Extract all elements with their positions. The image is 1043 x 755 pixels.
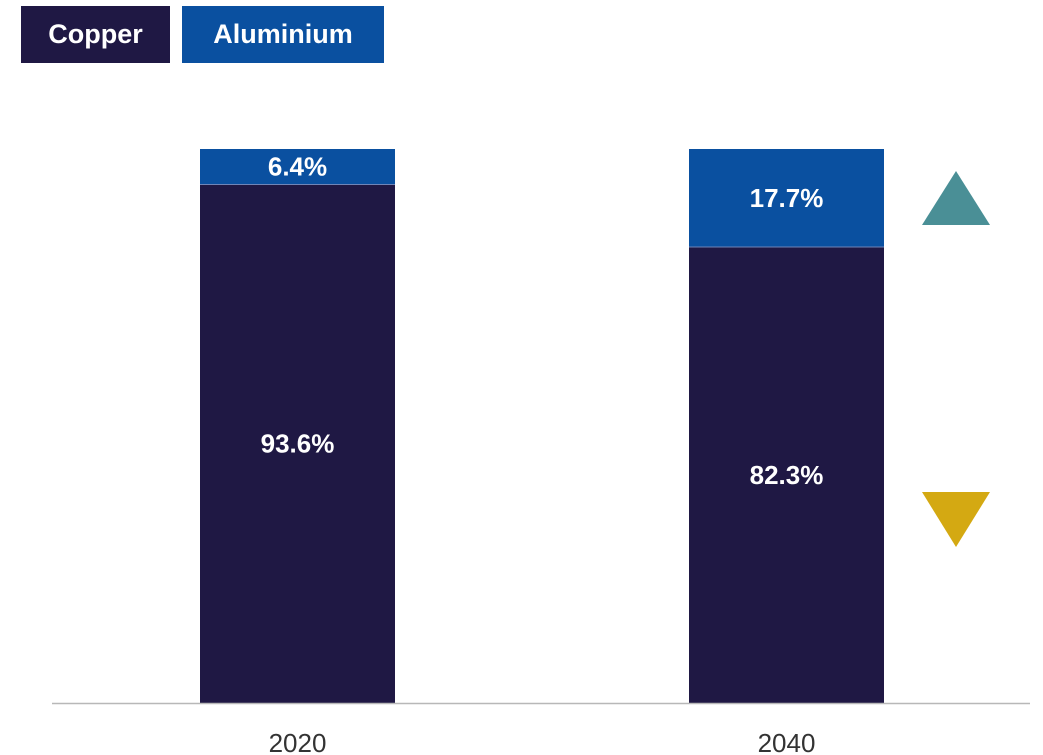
- data-label-copper-2040: 82.3%: [750, 460, 824, 490]
- data-label-copper-2020: 93.6%: [261, 429, 335, 459]
- data-label-aluminium-2020: 6.4%: [268, 152, 327, 182]
- up-triangle-icon: [922, 171, 990, 225]
- x-tick-label-2040: 2040: [758, 728, 816, 755]
- down-triangle-icon: [922, 492, 990, 547]
- data-label-aluminium-2040: 17.7%: [750, 183, 824, 213]
- x-tick-label-2020: 2020: [269, 728, 327, 755]
